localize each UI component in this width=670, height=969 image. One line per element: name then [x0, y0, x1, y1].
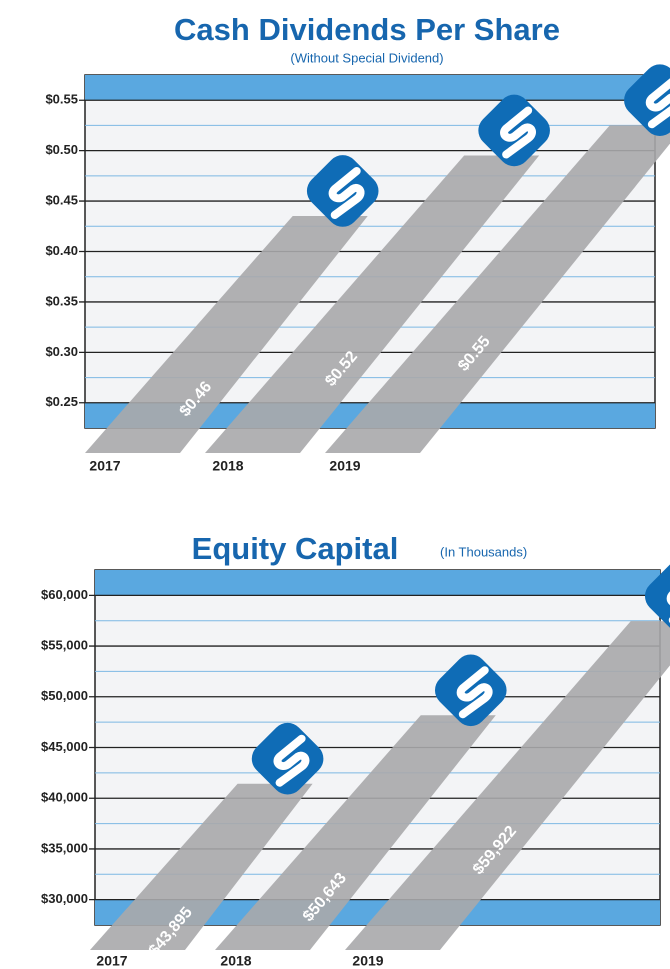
logo-marker: [251, 722, 324, 795]
x-tick-label: 2019: [352, 953, 383, 969]
logo-marker: [434, 654, 507, 727]
logo-marker: [624, 64, 670, 137]
y-tick-label: $0.25: [45, 394, 78, 409]
logo-s: [328, 166, 365, 219]
logo-s: [273, 734, 310, 787]
x-tick-label: 2017: [89, 458, 120, 474]
logo-s: [456, 666, 493, 719]
y-tick-label: $35,000: [41, 840, 88, 855]
y-tick-label: $40,000: [41, 790, 88, 805]
top-band: [95, 570, 660, 596]
chart-subtitle: (Without Special Dividend): [290, 50, 443, 65]
logo-shape: [624, 64, 670, 137]
logo-marker: [306, 155, 379, 227]
x-tick-label: 2019: [329, 458, 360, 474]
logo-shape: [434, 654, 507, 727]
logo-marker: [644, 560, 670, 632]
logo-shape: [306, 155, 379, 227]
y-tick-label: $45,000: [41, 739, 88, 754]
y-tick-label: $55,000: [41, 638, 88, 653]
y-tick-label: $0.45: [45, 193, 78, 208]
value-band: [325, 125, 670, 453]
logo-shape: [251, 722, 324, 795]
x-tick-label: 2017: [96, 953, 127, 969]
logo-marker: [478, 94, 550, 167]
logo-shape: [644, 560, 670, 632]
logo-s: [645, 78, 670, 129]
value-band: [345, 621, 670, 950]
value-band: [85, 215, 368, 453]
y-tick-label: $50,000: [41, 688, 88, 703]
logo-shape: [478, 94, 550, 167]
y-tick-label: $0.50: [45, 142, 78, 157]
chart-title: Equity Capital: [192, 531, 399, 566]
y-tick-label: $60,000: [41, 587, 88, 602]
value-band: [205, 155, 540, 453]
top-band: [85, 75, 655, 101]
y-tick-label: $30,000: [41, 891, 88, 906]
y-tick-label: $0.35: [45, 293, 78, 308]
value-band: [90, 783, 313, 950]
x-tick-label: 2018: [212, 458, 243, 474]
value-band: [215, 715, 496, 950]
y-tick-label: $0.55: [45, 92, 78, 107]
logo-s: [500, 106, 536, 159]
y-tick-label: $0.40: [45, 243, 78, 258]
chart-subtitle: (In Thousands): [440, 544, 527, 559]
y-tick-label: $0.30: [45, 344, 78, 359]
x-tick-label: 2018: [220, 953, 251, 969]
chart-title: Cash Dividends Per Share: [174, 12, 560, 47]
